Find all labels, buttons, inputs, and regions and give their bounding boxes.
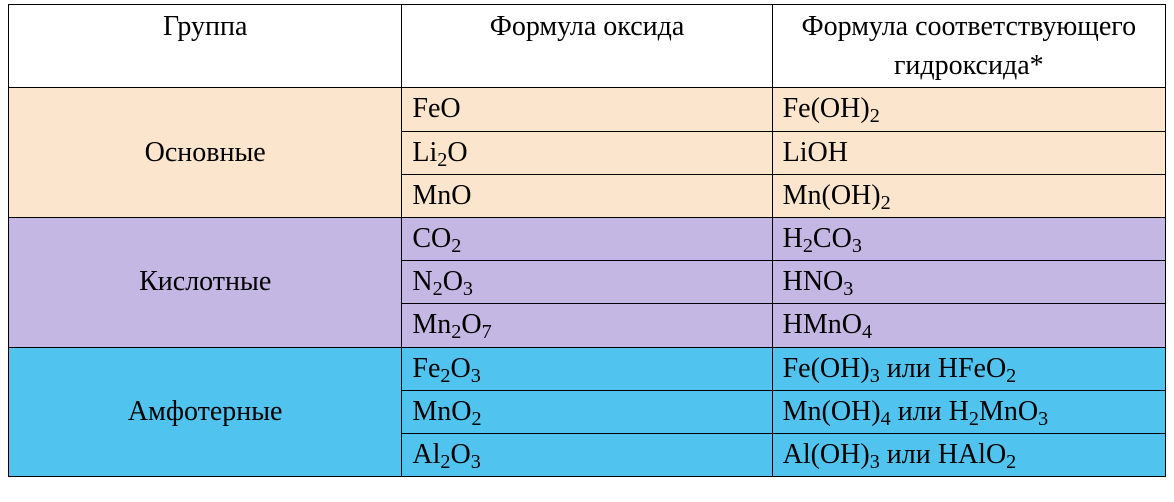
oxide-cell: MnO [402,174,772,217]
hydroxide-cell: HMnO4 [772,304,1165,347]
oxide-cell: MnO2 [402,390,772,433]
table-row: ОсновныеFeOFe(OH)2 [9,88,1166,131]
oxide-cell: Li2O [402,131,772,174]
hydroxide-cell: Mn(OH)4 или H2MnO3 [772,390,1165,433]
table-header: Группа Формула оксида Формула соответств… [9,5,1166,88]
hydroxide-cell: Fe(OH)3 или HFeO2 [772,347,1165,390]
hydroxide-cell: Mn(OH)2 [772,174,1165,217]
group-cell: Амфотерные [9,347,402,477]
table-row: КислотныеCO2H2CO3 [9,217,1166,260]
group-cell: Кислотные [9,217,402,347]
group-cell: Основные [9,88,402,218]
oxide-cell: Mn2O7 [402,304,772,347]
oxide-cell: FeO [402,88,772,131]
col-header-oxide: Формула оксида [402,5,772,88]
table-row: АмфотерныеFe2O3Fe(OH)3 или HFeO2 [9,347,1166,390]
oxide-hydroxide-table: Группа Формула оксида Формула соответств… [8,4,1166,477]
table-body: ОсновныеFeOFe(OH)2Li2OLiOHMnOMn(OH)2Кисл… [9,88,1166,477]
hydroxide-cell: HNO3 [772,261,1165,304]
oxide-cell: N2O3 [402,261,772,304]
hydroxide-cell: Fe(OH)2 [772,88,1165,131]
oxide-cell: Al2O3 [402,433,772,476]
col-header-hydrox: Формула соответствующего гидроксида* [772,5,1165,88]
oxide-cell: CO2 [402,217,772,260]
table-header-row: Группа Формула оксида Формула соответств… [9,5,1166,88]
hydroxide-cell: Al(OH)3 или HAlO2 [772,433,1165,476]
col-header-group: Группа [9,5,402,88]
hydroxide-cell: H2CO3 [772,217,1165,260]
oxide-cell: Fe2O3 [402,347,772,390]
hydroxide-cell: LiOH [772,131,1165,174]
page: Группа Формула оксида Формула соответств… [0,0,1174,477]
